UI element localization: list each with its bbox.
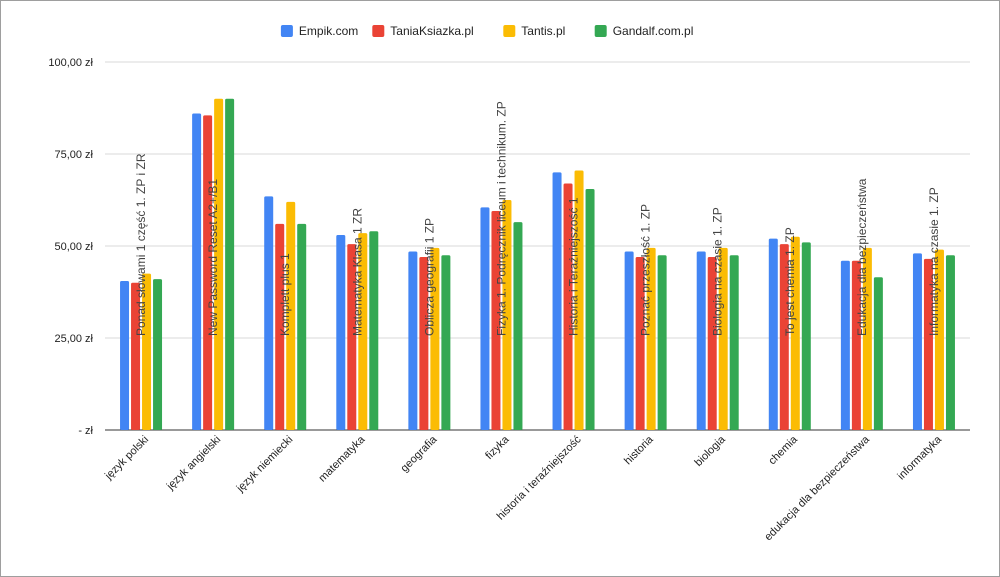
x-tick-label: geografia — [399, 433, 441, 475]
x-tick-label: matematyka — [317, 433, 368, 484]
bar[interactable] — [696, 251, 706, 430]
legend-swatch[interactable] — [503, 25, 516, 37]
bar[interactable] — [480, 207, 490, 430]
bar[interactable] — [768, 238, 778, 430]
bar[interactable] — [646, 247, 656, 430]
bar[interactable] — [336, 234, 346, 430]
bar[interactable] — [369, 231, 379, 430]
bar[interactable] — [718, 247, 728, 430]
bar[interactable] — [923, 258, 933, 430]
x-tick-label: fizyka — [483, 433, 512, 462]
book-title-label: New Password Reset A2+/B1 — [206, 179, 220, 336]
book-title-label: Informatyka na czasie 1. ZP — [927, 187, 941, 336]
book-title-label: Biologia na czasie 1. ZP — [711, 207, 725, 336]
gridlines — [105, 61, 970, 431]
bar[interactable] — [801, 242, 811, 430]
bar[interactable] — [203, 115, 213, 431]
bar[interactable] — [153, 279, 163, 430]
bar[interactable] — [358, 233, 368, 430]
x-tick-label: język polski — [102, 434, 151, 483]
bar[interactable] — [441, 255, 451, 430]
y-tick-label: 50,00 zł — [54, 241, 93, 253]
bar[interactable] — [408, 251, 418, 430]
book-title-labels: Ponad słowami 1 część 1. ZP i ZR New Pass… — [134, 101, 941, 336]
bar[interactable] — [142, 273, 152, 430]
y-tick-label: 100,00 zł — [48, 57, 93, 69]
book-title-label: Historia i Teraźniejszość 1 — [567, 197, 581, 336]
bar[interactable] — [729, 255, 739, 430]
bar[interactable] — [934, 249, 944, 430]
book-title-label: Matematyka Klasa 1 ZR — [350, 208, 364, 336]
legend[interactable]: Empik.com TaniaKsiazka.pl Tantis.pl Gandalf… — [280, 24, 694, 38]
bar[interactable] — [225, 98, 235, 431]
bar[interactable] — [491, 211, 501, 430]
bar[interactable] — [840, 260, 850, 430]
x-tick-label: chemia — [766, 433, 800, 467]
bar[interactable] — [574, 170, 584, 430]
bar[interactable] — [635, 257, 645, 430]
bar[interactable] — [707, 257, 717, 430]
x-tick-label: historia — [622, 433, 656, 467]
bar[interactable] — [419, 257, 429, 430]
bar[interactable] — [131, 282, 141, 430]
book-title-label: Oblicza geografii 1 ZP — [422, 218, 436, 336]
book-title-label: Komplett plus 1 — [278, 253, 292, 336]
y-tick-label: 75,00 zł — [54, 149, 93, 161]
bar[interactable] — [873, 277, 883, 430]
book-title-label: Fizyka 1. Podręcznik liceum i technikum.… — [494, 101, 508, 336]
bar[interactable] — [297, 223, 307, 430]
bar[interactable] — [862, 247, 872, 430]
bar[interactable] — [912, 253, 922, 430]
book-title-label: Edukacja dla bezpieczeństwa — [855, 178, 869, 336]
x-tick-label: informatyka — [895, 433, 944, 482]
bar[interactable] — [945, 255, 955, 430]
legend-label[interactable]: Tantis.pl — [521, 24, 565, 38]
book-title-label: To jest chemia 1. ZP — [783, 227, 797, 336]
legend-label[interactable]: Empik.com — [299, 24, 358, 38]
bar[interactable] — [430, 247, 440, 430]
bar[interactable] — [275, 223, 285, 430]
bar[interactable] — [286, 201, 296, 430]
x-tick-label: język niemiecki — [234, 434, 295, 495]
bar[interactable] — [779, 244, 789, 430]
y-tick-label: 25,00 zł — [54, 333, 93, 345]
x-tick-label: historia i teraźniejszość — [495, 433, 584, 522]
bar[interactable] — [513, 222, 523, 430]
legend-swatch[interactable] — [372, 25, 385, 37]
bar[interactable] — [851, 260, 861, 430]
legend-label[interactable]: Gandalf.com.pl — [613, 24, 694, 38]
bar[interactable] — [563, 183, 573, 430]
bar[interactable] — [502, 200, 512, 430]
book-title-label: Poznać przeszłość 1. ZP — [639, 204, 653, 336]
legend-swatch[interactable] — [280, 25, 293, 37]
bars — [120, 98, 955, 431]
bar[interactable] — [552, 172, 562, 430]
legend-label[interactable]: TaniaKsiazka.pl — [390, 24, 473, 38]
x-tick-label: język angielski — [164, 434, 223, 493]
y-tick-label: - zł — [78, 425, 93, 437]
bar[interactable] — [264, 196, 274, 430]
x-tick-label: biologia — [693, 433, 729, 469]
bar[interactable] — [624, 251, 634, 430]
bar[interactable] — [120, 280, 130, 430]
book-title-label: Ponad słowami 1 część 1. ZP i ZR — [134, 153, 148, 336]
bar[interactable] — [790, 236, 800, 430]
legend-swatch[interactable] — [594, 25, 607, 37]
bar[interactable] — [214, 98, 224, 431]
bar[interactable] — [192, 113, 202, 431]
bar[interactable] — [347, 244, 357, 430]
bar[interactable] — [657, 255, 667, 430]
bar[interactable] — [585, 188, 595, 430]
